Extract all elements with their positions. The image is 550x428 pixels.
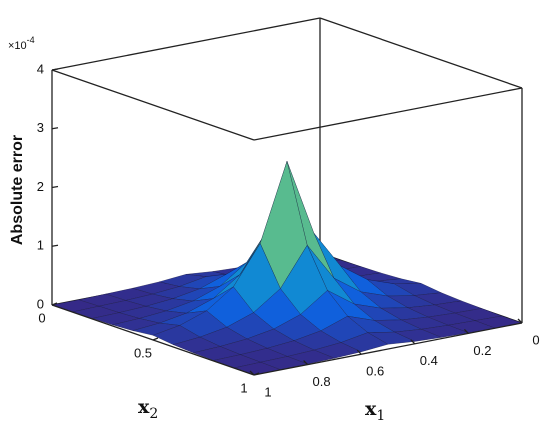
- z-multiplier: ×10-4: [8, 35, 35, 52]
- z-tick: [51, 185, 59, 189]
- x-tick-label: 0.6: [366, 364, 384, 379]
- z-tick: [51, 244, 59, 247]
- y-axis-label-subscript: 2: [149, 406, 158, 422]
- axis-box-edge: [51, 69, 255, 141]
- y-tick-label: 0: [38, 310, 45, 325]
- x-tick: [463, 328, 469, 334]
- x-axis-label-text: x: [365, 398, 377, 420]
- z-tick-label: 0: [37, 296, 44, 311]
- x-tick: [303, 360, 309, 366]
- x-tick-label: 0.8: [313, 374, 331, 389]
- axis-box-edge: [51, 17, 321, 71]
- x-axis-label: x1: [365, 398, 385, 424]
- y-tick: [152, 337, 159, 341]
- x-tick: [410, 339, 416, 345]
- x-tick: [356, 349, 362, 355]
- z-multiplier-exponent: -4: [27, 35, 35, 45]
- y-tick-label: 1: [240, 380, 247, 395]
- axis-line: [253, 322, 523, 376]
- z-axis-label: Absolute error: [9, 135, 26, 245]
- x-tick: [517, 318, 523, 324]
- axis-box-edge: [253, 87, 523, 141]
- axis-box-edge: [319, 17, 523, 89]
- x-tick-label: 0.4: [420, 353, 438, 368]
- x-tick: [249, 370, 255, 376]
- y-axis-label: x2: [138, 396, 158, 422]
- y-axis-label-text: x: [138, 396, 150, 418]
- x-tick-label: 1: [264, 384, 271, 399]
- z-tick-label: 3: [37, 120, 44, 135]
- x-tick-label: 0: [532, 332, 539, 347]
- y-tick: [51, 302, 58, 306]
- z-multiplier-base: ×10: [8, 40, 27, 52]
- x-axis-label-subscript: 1: [376, 408, 385, 424]
- z-tick: [51, 127, 59, 130]
- z-tick: [51, 68, 59, 71]
- z-tick-label: 1: [37, 238, 44, 253]
- y-tick: [253, 372, 260, 376]
- y-tick-label: 0.5: [134, 345, 152, 360]
- z-tick-label: 4: [37, 61, 44, 76]
- x-tick-label: 0.2: [473, 343, 491, 358]
- z-tick-label: 2: [37, 179, 44, 194]
